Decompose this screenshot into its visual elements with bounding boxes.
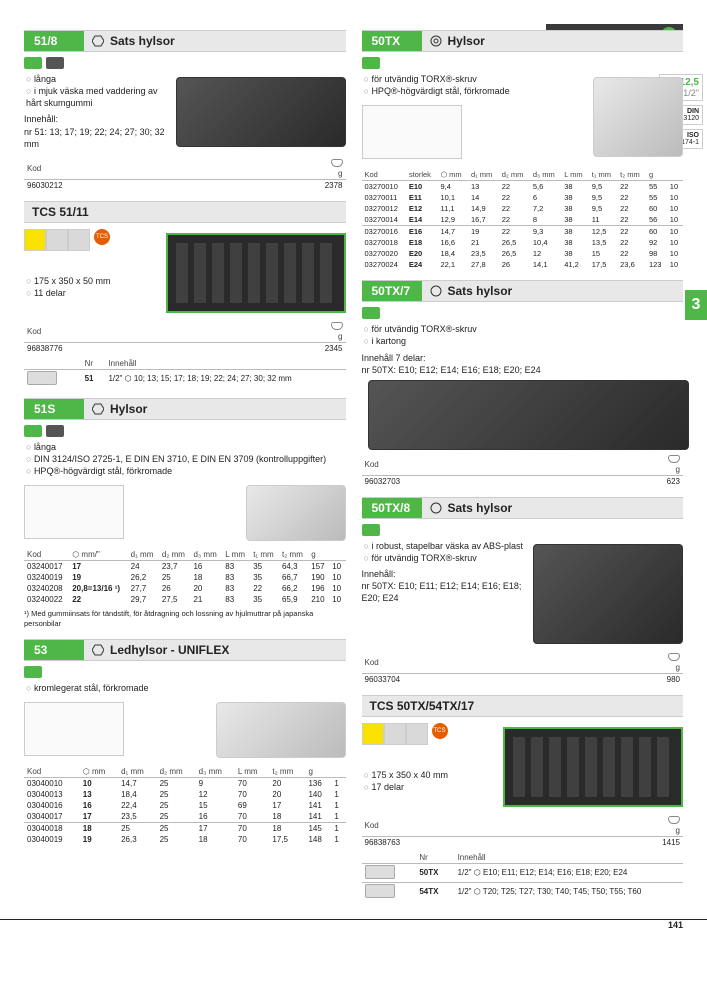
color-swatches: TCS <box>24 229 160 251</box>
product-image-51-8 <box>176 77 346 147</box>
table-53: Kod⬡ mmd₁ mmd₂ mmd₃ mmL mmt₂ mmg 0304001… <box>24 766 346 845</box>
hpq-badge <box>24 57 42 69</box>
table-50tx-8: Kodg 96033704980 <box>362 652 684 685</box>
product-image-53 <box>216 702 346 758</box>
right-column: 50TX Hylsor för utvändig TORX®-skruv HPQ… <box>362 20 684 901</box>
page-number: 141 <box>0 919 707 930</box>
table-tcs-51-11: Kodg 968387762345 <box>24 321 346 354</box>
section-51s: 51S Hylsor <box>24 398 346 420</box>
table-tcs-50tx: Kodg 968387631415 <box>362 815 684 848</box>
section-50tx: 50TX Hylsor <box>362 30 684 52</box>
product-image-50tx-7 <box>368 380 690 450</box>
section-tcs-51-11: TCS 51/11 <box>24 201 346 223</box>
footnote-51s: ¹) Med gummiinsats för tändstift, för åt… <box>24 609 346 629</box>
weight-icon <box>331 159 343 167</box>
section-53: 53 Ledhylsor - UNIFLEX <box>24 639 346 661</box>
aso-badge <box>46 57 64 69</box>
table-51-8: Kodg 960302122378 <box>24 158 346 191</box>
table-50tx-7: Kodg 96032703623 <box>362 454 684 487</box>
socket-icon <box>27 371 57 385</box>
product-image-50tx-8 <box>533 544 683 644</box>
left-column: 51/8 Sats hylsor långa i mjuk väska med … <box>24 20 346 901</box>
product-image-51s <box>246 485 346 541</box>
section-50tx-7: 50TX/7 Sats hylsor <box>362 280 684 302</box>
product-image-tcs-50tx <box>503 727 683 807</box>
section-tcs-50tx: TCS 50TX/54TX/17 <box>362 695 684 717</box>
table-51s: Kod⬡ mm/"d₁ mmd₂ mmd₃ mmL mmt₁ mmt₂ mmg … <box>24 549 346 605</box>
hex-icon <box>92 35 104 47</box>
product-image-tcs-51-11 <box>166 233 346 313</box>
sub-table-tcs-51-11: NrInnehåll 511/2" ⬡ 10; 13; 15; 17; 18; … <box>24 358 346 388</box>
dimension-diagram-53 <box>24 702 124 756</box>
dimension-diagram-51s <box>24 485 124 539</box>
product-image-50tx <box>593 77 683 157</box>
sub-table-tcs-50tx: NrInnehåll 50TX1/2" ⬡ E10; E11; E12; E14… <box>362 852 684 901</box>
dimension-diagram-50tx <box>362 105 462 159</box>
section-51-8: 51/8 Sats hylsor <box>24 30 346 52</box>
tcs-icon: TCS <box>94 229 110 245</box>
torx-icon <box>430 35 442 47</box>
section-50tx-8: 50TX/8 Sats hylsor <box>362 497 684 519</box>
table-50tx: Kodstorlek⬡ mmd₁ mmd₂ mmd₃ mmL mmt₁ mmt₂… <box>362 169 684 270</box>
